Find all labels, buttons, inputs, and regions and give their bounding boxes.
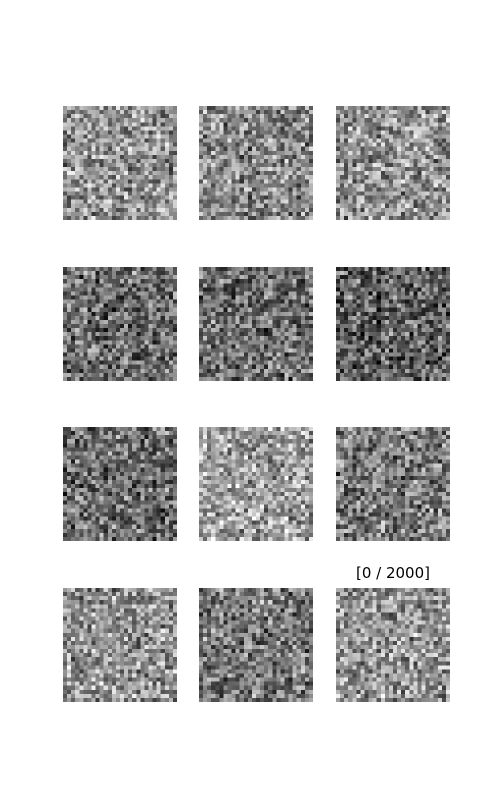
progress-label: [0 / 2000] xyxy=(355,564,430,582)
sample-image-2 xyxy=(199,106,313,220)
sample-image-6 xyxy=(336,267,450,381)
sample-image-11 xyxy=(199,588,313,702)
sample-image-1 xyxy=(63,106,177,220)
sample-image-12 xyxy=(336,588,450,702)
sample-image-10 xyxy=(63,588,177,702)
sample-image-9 xyxy=(336,427,450,541)
sample-image-4 xyxy=(63,267,177,381)
sample-image-8 xyxy=(199,427,313,541)
sample-image-7 xyxy=(63,427,177,541)
sample-image-3 xyxy=(336,106,450,220)
sample-image-5 xyxy=(199,267,313,381)
